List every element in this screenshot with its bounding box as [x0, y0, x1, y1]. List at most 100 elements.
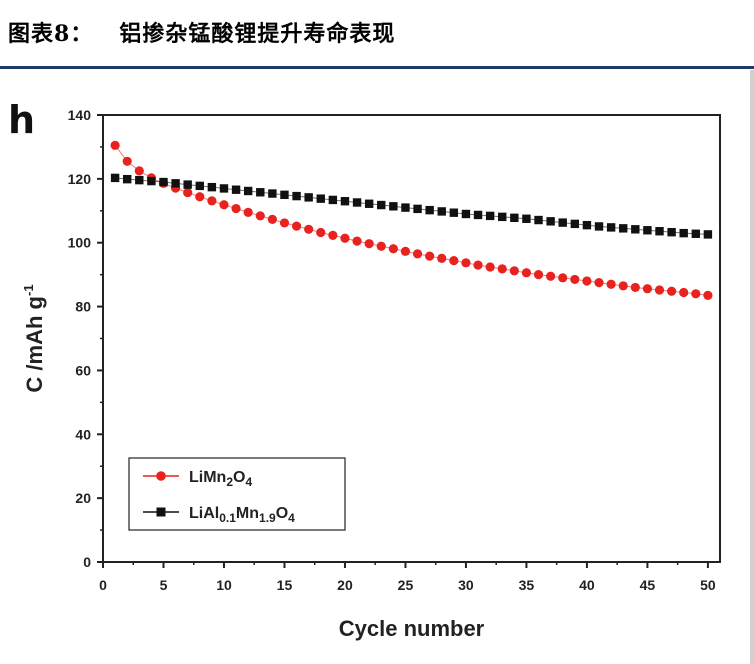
figure-number: 图表8： [8, 21, 94, 47]
data-point [449, 255, 459, 266]
data-point [376, 241, 386, 251]
y-tick-label: 20 [75, 490, 91, 506]
data-point [485, 262, 495, 272]
data-point [582, 220, 592, 230]
data-point [195, 181, 204, 191]
data-point [509, 266, 519, 276]
data-point [243, 186, 253, 196]
x-tick-label: 45 [640, 577, 656, 593]
x-tick-label: 35 [519, 577, 535, 593]
figure-caption: 图表8： 铝掺杂锰酸锂提升寿命表现 [8, 16, 395, 48]
data-point [159, 177, 168, 187]
x-tick-label: 40 [579, 577, 595, 593]
x-tick-label: 30 [458, 577, 474, 593]
data-point [401, 203, 410, 212]
data-point [255, 211, 265, 221]
data-point [219, 184, 229, 193]
x-tick-label: 50 [700, 577, 716, 593]
y-tick-label: 100 [68, 235, 92, 251]
data-point [558, 273, 568, 283]
data-point [388, 244, 398, 254]
x-tick-label: 20 [337, 577, 353, 593]
data-point [630, 282, 640, 293]
data-point [110, 140, 120, 150]
data-point [340, 197, 350, 206]
data-point [606, 279, 616, 289]
data-point [461, 258, 471, 268]
data-point [219, 200, 229, 210]
x-tick-label: 25 [398, 577, 414, 593]
data-point [643, 226, 652, 235]
data-point [389, 202, 398, 211]
y-tick-label: 40 [75, 426, 91, 442]
data-point [667, 227, 676, 237]
data-point [485, 211, 495, 221]
data-point [207, 196, 217, 206]
data-point [619, 224, 628, 233]
series-line [115, 177, 708, 235]
x-tick-label: 0 [99, 577, 107, 593]
data-point [328, 195, 338, 205]
data-point [328, 230, 338, 240]
data-point [655, 227, 664, 236]
data-point [667, 286, 677, 296]
data-point [449, 208, 459, 217]
data-point [243, 207, 253, 217]
legend-box [128, 457, 346, 531]
data-point [679, 287, 689, 298]
data-point [437, 207, 446, 216]
series-limn2o4 [110, 140, 713, 300]
y-tick-label: 0 [83, 554, 91, 570]
data-point [352, 198, 362, 207]
data-point [364, 199, 374, 208]
data-point [631, 225, 640, 234]
x-tick-label: 10 [216, 577, 232, 593]
data-point [594, 278, 604, 288]
data-point [279, 218, 290, 228]
data-point [400, 246, 411, 256]
legend-label: LiAl0.1Mn1.9O4 [189, 505, 295, 525]
data-point [594, 222, 604, 231]
y-tick-label: 120 [68, 171, 92, 187]
data-point [533, 270, 544, 280]
data-point [292, 191, 301, 201]
data-point [473, 210, 483, 220]
panel-label: h [8, 98, 35, 142]
legend-label: LiMn2O4 [189, 469, 252, 489]
data-point [703, 290, 713, 300]
data-point [171, 179, 180, 188]
data-point [642, 284, 653, 294]
data-point [521, 268, 532, 278]
legend-marker [156, 507, 166, 517]
data-point [425, 251, 435, 261]
y-tick-label: 80 [75, 299, 91, 315]
data-point [195, 192, 205, 202]
caption-divider [0, 66, 754, 69]
data-point [291, 221, 302, 231]
legend-marker [156, 471, 166, 481]
data-point [534, 215, 543, 225]
y-tick-label: 60 [75, 362, 91, 378]
data-point [679, 228, 688, 238]
data-point [546, 217, 555, 226]
data-point [497, 264, 507, 274]
x-tick-label: 15 [277, 577, 293, 593]
data-point [304, 224, 314, 234]
data-point [570, 219, 580, 229]
data-point [122, 174, 132, 184]
data-point [691, 229, 701, 238]
data-point [134, 166, 144, 176]
series-line [114, 145, 708, 296]
y-axis-title: C /mAh g-1 [21, 284, 47, 392]
data-point [546, 271, 556, 281]
data-point [570, 274, 580, 285]
data-point [606, 223, 616, 232]
data-point [364, 239, 374, 249]
data-point [510, 213, 519, 223]
data-point [352, 236, 362, 246]
data-point [558, 218, 567, 227]
data-point [654, 285, 665, 295]
data-point [267, 214, 277, 225]
data-point [498, 212, 507, 222]
data-point [413, 204, 422, 214]
